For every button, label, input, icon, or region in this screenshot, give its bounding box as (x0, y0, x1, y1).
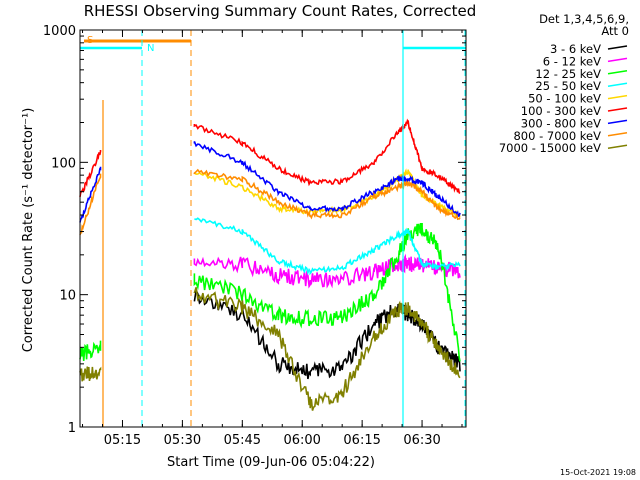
x-tick-label-0: 05:15 (104, 433, 141, 448)
night-flag-label: N (147, 43, 154, 54)
y-axis-label: Corrected Count Rate (s⁻¹ detector⁻¹) (21, 108, 36, 353)
x-tick-label-1: 05:30 (164, 433, 201, 448)
series-line-8-1 (193, 287, 461, 411)
legend-swatch-6 (607, 119, 628, 125)
legend-swatch-5 (607, 107, 628, 112)
series-line-2-0 (79, 340, 102, 361)
legend-label-3: 25 - 50 keV (535, 79, 601, 93)
legend-label-4: 50 - 100 keV (528, 92, 601, 106)
legend-swatch-7 (607, 132, 628, 137)
series-line-7-1 (193, 168, 461, 221)
series-line-8-0 (79, 366, 102, 382)
y-tick-label-0: 1 (68, 421, 76, 436)
legend-label-0: 3 - 6 keV (550, 42, 601, 56)
axis-ticks: 05:15 05:30 05:45 06:00 06:15 06:30 1 10 100 1000 (43, 24, 466, 448)
timestamp: 15-Oct-2021 19:08 (560, 468, 636, 477)
flag-layer: S N (80, 30, 466, 427)
legend-label-5: 100 - 300 keV (521, 104, 601, 118)
legend-swatch-4 (607, 94, 628, 100)
series-line-5-0 (79, 150, 102, 198)
series-line-3-0 (194, 217, 461, 276)
x-tick-label-2: 05:45 (224, 433, 261, 448)
legend-label-1: 6 - 12 keV (543, 54, 601, 68)
x-axis-label: Start Time (09-Jun-06 05:04:22) (167, 455, 375, 470)
series-line-6-0 (79, 166, 102, 223)
legend-label-8: 7000 - 15000 keV (499, 141, 601, 155)
x-tick-label-5: 06:30 (403, 433, 440, 448)
legend-swatch-1 (607, 57, 628, 63)
legend-label-2: 12 - 25 keV (535, 67, 601, 81)
legend-swatch-2 (607, 70, 628, 75)
legend-label-7: 800 - 7000 keV (513, 129, 601, 143)
legend-header-0: Det 1,3,4,5,6,9, (539, 12, 629, 26)
series-line-2-1 (193, 222, 461, 362)
y-tick-label-3: 1000 (43, 24, 76, 39)
x-tick-label-3: 06:00 (283, 433, 320, 448)
legend-swatch-8 (607, 144, 628, 149)
plot-frame (79, 29, 467, 428)
y-tick-label-1: 10 (59, 289, 76, 304)
series-line-6-1 (193, 141, 461, 218)
legend-header-1: Att 0 (601, 24, 629, 38)
chart-title: RHESSI Observing Summary Count Rates, Co… (84, 2, 477, 20)
y-tick-label-2: 100 (51, 156, 76, 171)
legend-swatch-0 (607, 45, 628, 50)
legend-swatch-3 (607, 82, 628, 87)
saa-flag-label: S (87, 35, 93, 46)
series-line-7-0 (79, 173, 102, 236)
x-tick-label-4: 06:15 (343, 433, 380, 448)
legend-label-6: 300 - 800 keV (521, 116, 601, 130)
series-layer (79, 118, 461, 411)
series-line-5-1 (193, 118, 461, 194)
